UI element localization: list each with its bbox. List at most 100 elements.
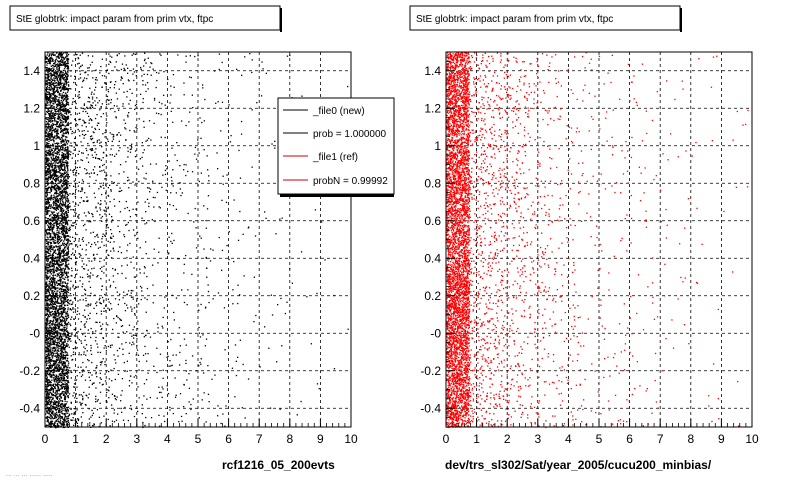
data-point: [66, 195, 68, 198]
data-point: [56, 273, 58, 275]
data-point: [144, 84, 147, 86]
data-point: [64, 281, 66, 283]
data-point: [58, 113, 61, 115]
data-point: [320, 221, 323, 223]
data-point: [45, 106, 47, 109]
data-point: [50, 227, 52, 229]
data-point: [68, 346, 70, 348]
data-point: [61, 371, 63, 373]
data-point: [49, 85, 51, 87]
data-point: [59, 339, 61, 341]
data-point: [50, 204, 52, 206]
data-point: [61, 64, 63, 66]
data-point: [72, 209, 74, 211]
data-point: [117, 316, 119, 319]
data-point: [54, 302, 56, 304]
data-point: [57, 357, 59, 359]
data-point: [183, 301, 186, 304]
data-point: [56, 207, 58, 209]
data-point: [49, 372, 51, 374]
data-point: [88, 280, 90, 283]
data-point: [66, 288, 69, 291]
data-point: [125, 341, 127, 344]
data-point: [57, 206, 60, 208]
data-point: [60, 199, 62, 201]
data-point: [50, 289, 52, 291]
data-point: [55, 106, 58, 109]
data-point: [56, 214, 59, 217]
data-point: [61, 284, 63, 286]
data-point: [60, 84, 62, 86]
data-point: [67, 53, 70, 56]
data-point: [47, 400, 50, 402]
data-point: [59, 238, 61, 240]
data-point: [63, 393, 65, 395]
data-point: [57, 379, 60, 381]
data-point: [62, 383, 64, 385]
data-point: [46, 347, 48, 349]
data-point: [58, 338, 60, 340]
data-point: [63, 330, 65, 333]
data-point: [212, 249, 214, 251]
data-point: [53, 201, 55, 203]
data-point: [55, 157, 57, 159]
data-point: [72, 308, 74, 310]
data-point: [96, 79, 98, 81]
data-point: [109, 425, 111, 427]
data-point: [65, 380, 67, 382]
data-point: [53, 175, 55, 178]
data-point: [47, 237, 49, 239]
data-point: [101, 193, 103, 196]
data-point: [108, 279, 110, 281]
data-point: [152, 302, 154, 304]
data-point: [108, 378, 111, 380]
data-point: [61, 130, 64, 132]
data-point: [62, 370, 64, 372]
data-point: [57, 259, 59, 261]
data-point: [54, 165, 56, 167]
data-point: [247, 227, 249, 229]
data-point: [45, 171, 47, 173]
data-point: [155, 112, 158, 114]
data-point: [117, 273, 119, 275]
data-point: [66, 110, 69, 112]
data-point: [59, 400, 62, 402]
data-point: [56, 103, 58, 106]
data-point: [59, 358, 61, 360]
data-point: [51, 296, 53, 298]
data-point: [66, 97, 68, 99]
data-point: [107, 195, 110, 197]
data-point: [54, 378, 57, 380]
data-point: [67, 198, 69, 200]
data-point: [57, 393, 59, 395]
data-point: [65, 299, 67, 301]
data-point: [56, 162, 58, 164]
data-point: [56, 411, 58, 413]
data-point: [46, 386, 48, 388]
data-point: [58, 76, 60, 78]
data-point: [64, 326, 66, 329]
data-point: [47, 177, 49, 179]
data-point: [52, 147, 54, 149]
data-point: [84, 379, 87, 381]
data-point: [53, 170, 55, 172]
data-point: [60, 264, 62, 266]
data-point: [106, 69, 108, 71]
data-point: [84, 326, 86, 328]
data-point: [55, 120, 57, 122]
data-point: [47, 108, 49, 110]
data-point: [64, 143, 66, 145]
data-point: [47, 338, 50, 340]
data-point: [81, 64, 83, 66]
data-point: [46, 410, 48, 412]
data-point: [51, 413, 53, 415]
data-point: [57, 158, 59, 161]
data-point: [62, 409, 64, 411]
data-point: [51, 335, 54, 337]
data-point: [80, 107, 82, 109]
data-point: [90, 336, 92, 339]
data-point: [64, 387, 66, 389]
data-point: [63, 98, 65, 100]
data-point: [47, 72, 49, 74]
data-point: [256, 102, 258, 104]
